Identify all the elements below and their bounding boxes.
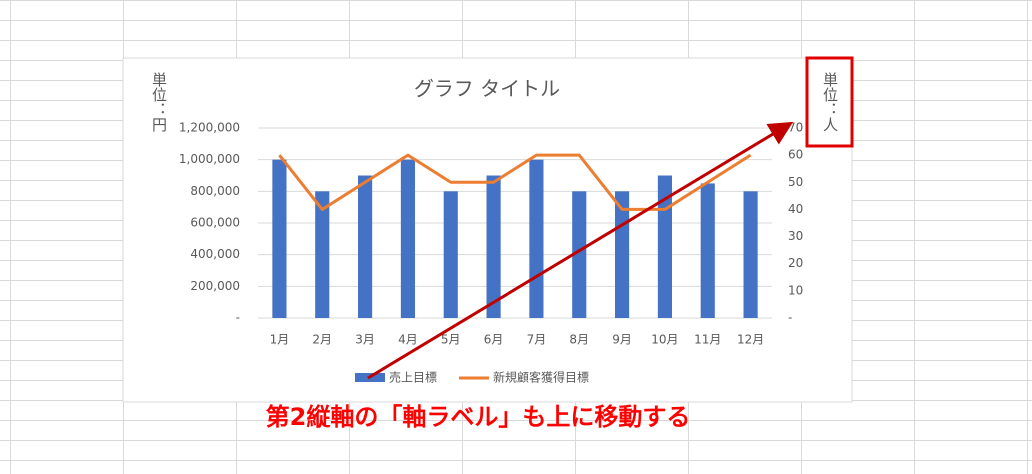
x-tick-label: 4月 [398,333,418,347]
x-tick-label: 10月 [651,333,678,347]
plot: - 200,000 400,000 600,000 800,000 1,000,000 1,… [179,121,803,385]
y2-tick-label: 70 [788,121,803,135]
annotation: 第2縦軸の「軸ラベル」も上に移動する [266,403,691,431]
y2-tick-label: 20 [788,256,803,270]
y-tick-label: - [236,311,240,325]
legend-label: 新規顧客獲得目標 [493,370,589,385]
x-tick-label: 5月 [441,333,461,347]
bar [272,159,287,318]
y2-tick-label: 30 [788,229,803,243]
line [278,153,752,211]
bar [529,159,544,318]
bar [443,191,458,318]
y2-tick-label: 10 [788,283,803,297]
highlight-box [805,56,854,148]
x-tick-label: 2月 [312,333,332,347]
x-tick-label: 6月 [484,333,504,347]
y-tick-label: 1,000,000 [179,152,240,166]
y-tick-label: 600,000 [190,216,240,230]
y2-tick-label: 40 [788,202,803,216]
x-tick-label: 12月 [737,333,764,347]
y2-tick-label: 60 [788,148,803,162]
y-tick-label: 1,200,000 [179,121,240,135]
bar [486,175,501,318]
bar [358,175,373,318]
x-tick-label: 8月 [569,333,589,347]
x-tick-label: 3月 [355,333,375,347]
y-axis-title: 単位：円 [150,72,168,133]
y2-tick-label: 50 [788,175,803,189]
x-tick-label: 9月 [612,333,632,347]
bar [400,159,415,318]
bar [315,191,330,318]
bar [743,191,758,318]
y2-tick-label: - [788,311,792,325]
y2-axis-title: 単位：人 [821,72,839,132]
y-tick-label: 400,000 [190,247,240,261]
x-tick-label: 1月 [270,333,290,347]
y-tick-label: 200,000 [190,279,240,293]
legend-label: 売上目標 [389,370,437,385]
bar [572,191,587,318]
arrow [367,121,794,380]
bar [700,183,715,318]
bar [657,175,672,318]
chart-title: グラフ タイトル [414,77,560,101]
x-tick-label: 7月 [527,333,547,347]
x-tick-label: 11月 [694,333,721,347]
y-tick-label: 800,000 [190,184,240,198]
